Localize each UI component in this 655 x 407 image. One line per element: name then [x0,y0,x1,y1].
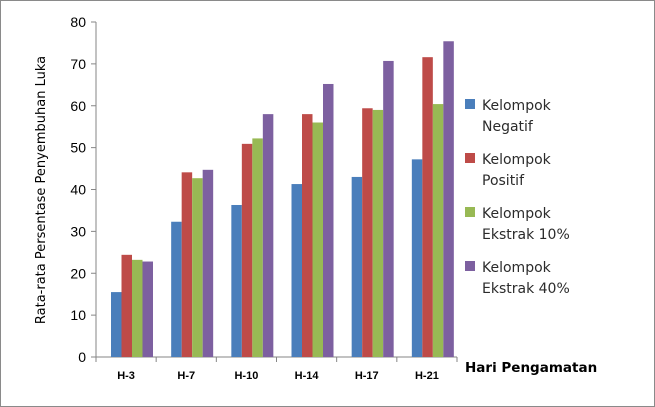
bar [312,122,323,357]
bar [231,204,242,357]
axes [91,21,458,362]
bar [372,109,384,357]
bar [132,259,143,357]
legend-label: Kelompok Positif [482,152,552,189]
y-tick-label: 70 [70,56,86,72]
legend-swatch [465,99,475,109]
x-tick-label: H-10 [234,370,258,382]
y-axis-label: Rata-rata Persentase Penyembuhan Luka [34,56,49,324]
bar [383,60,394,357]
bar [121,254,132,357]
bar [142,261,153,357]
bar [411,159,423,357]
bar [252,138,263,357]
legend-label: Kelompok Negatif [482,98,552,135]
legend-swatch [465,261,475,271]
bar [241,143,253,357]
y-tick-label: 50 [70,140,86,156]
bar [323,83,334,357]
legend-label: Kelompok Ekstrak 40% [482,260,570,297]
legend: Kelompok Negatif Kelompok Positif Kelompok Ek… [465,98,570,297]
bar [192,178,203,357]
bar [262,114,274,357]
y-tick-label: 20 [70,265,86,281]
bar [181,172,193,357]
x-tick-label: H-7 [177,370,195,382]
y-tick-label: 40 [70,182,86,198]
bars [111,41,454,358]
legend-swatch [465,153,475,163]
bar [443,41,454,357]
legend-label: Kelompok Ekstrak 10% [482,206,570,243]
x-tick-label: H-3 [117,370,135,382]
bar [362,108,373,357]
bar [351,176,363,357]
x-tick-label: H-17 [355,370,379,382]
x-tick-label: H-14 [295,370,320,382]
bar [432,104,444,357]
y-tick-label: 0 [78,349,86,365]
legend-swatch [465,207,475,217]
x-tick-label: H-21 [415,370,439,382]
y-tick-label: 10 [70,307,86,323]
y-tick-labels: 0 10 20 30 40 50 60 70 80 [70,14,86,365]
x-axis-label: Hari Pengamatan [465,360,597,376]
y-tick-label: 60 [70,98,86,114]
bar [302,114,313,357]
bar [111,292,122,357]
bar [291,184,302,357]
bar [422,57,433,358]
bar [202,169,214,357]
bar [171,221,182,357]
x-category-labels: H-3 H-7 H-10 H-14 H-17 H-21 [117,370,439,382]
y-tick-label: 30 [70,223,86,239]
y-tick-label: 80 [70,14,86,30]
